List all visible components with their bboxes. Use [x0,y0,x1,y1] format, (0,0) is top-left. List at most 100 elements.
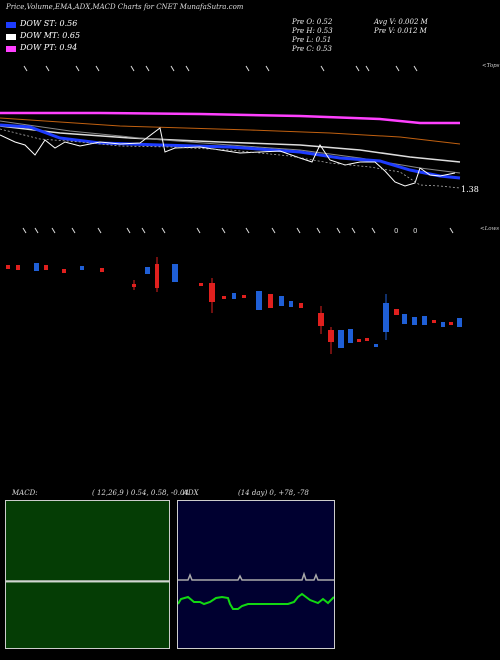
ohlc-volume: Pre V: 0.012 M [374,27,427,35]
lows-marker [296,227,301,234]
lows-marker [126,227,131,234]
candle [172,264,178,282]
candle [199,283,203,286]
lows-marker [271,227,276,234]
adx-title: ADX [183,489,199,497]
candle [357,339,361,342]
macd-title: MACD: [12,489,38,497]
candle [402,314,407,324]
candle [256,291,262,310]
lows-marker [336,227,341,234]
lows-marker [51,227,56,234]
candle [318,313,324,326]
lows-zero-label: 0 [394,227,398,235]
candle [132,284,136,287]
macd-panel [5,500,170,649]
candle [394,309,399,315]
lows-zero-label: 0 [413,227,417,235]
tops-marker [365,65,370,72]
candle [412,317,417,325]
candle [16,265,20,270]
candle [44,265,48,270]
candle [80,266,84,270]
lows-markers [22,227,454,234]
candle [232,293,236,299]
adx-params: (14 day) 0, +78, -78 [238,489,309,497]
adx-svg [178,571,334,610]
adx-plus-di-line [178,592,334,610]
legend-swatch-dow-st [6,22,16,28]
price-line-dashed [0,128,461,189]
candle [441,322,445,327]
candle [34,263,39,271]
tops-marker [23,65,28,72]
ohlc-close: Pre C: 0.53 [292,45,332,53]
ohlc-avg-volume: Avg V: 0.002 M [374,18,428,26]
ema-white-thick [0,125,461,163]
candles [6,257,462,354]
macd-svg [6,580,169,583]
lows-marker [34,227,39,234]
tops-marker [265,65,270,72]
legend-dow-mt: DOW MT: 0.65 [20,31,81,40]
candle [348,329,353,343]
candle [432,320,436,323]
candle [328,330,334,342]
tops-marker [145,65,150,72]
ohlc-high: Pre H: 0.53 [292,27,333,35]
tops-marker [395,65,400,72]
legend-swatch-dow-mt [6,34,16,40]
tops-marker [95,65,100,72]
ema-white-thin [0,120,461,174]
lows-marker [221,227,226,234]
candle [279,296,284,306]
lows-marker [316,227,321,234]
candle [383,303,389,332]
lows-marker [371,227,376,234]
lows-marker [97,227,102,234]
price-line [0,127,456,187]
candle [457,318,462,327]
ema-long-pink [0,111,460,125]
lows-marker [351,227,356,234]
lows-marker [196,227,201,234]
ema-orange [0,117,461,145]
candle [374,344,378,347]
legend-dow-pt: DOW PT: 0.94 [20,43,78,52]
tops-marker [320,65,325,72]
tops-marker [45,65,50,72]
lows-marker [245,227,250,234]
candle [268,294,273,308]
lows-marker [449,227,454,234]
candle [449,322,453,325]
price-label: 1.38 [461,185,479,194]
ohlc-open: Pre O: 0.52 [292,18,333,26]
adx-panel [177,500,335,649]
tops-markers [23,65,418,72]
lows-marker-label: <Lows [480,226,500,232]
adx-line [178,571,334,581]
candle [145,267,150,274]
lows-marker [141,227,146,234]
tops-marker [130,65,135,72]
tops-marker [413,65,418,72]
candle [6,265,10,269]
lows-marker [161,227,166,234]
candle [222,296,226,299]
candle [100,268,104,272]
candle [365,338,369,341]
legend-dow-st: DOW ST: 0.56 [20,19,78,28]
legend-swatch-dow-pt [6,46,16,52]
candle [62,269,66,273]
candle [289,301,293,307]
macd-params: ( 12,26,9 ) 0.54, 0.58, -0.04 [92,489,189,497]
tops-marker [75,65,80,72]
candle [242,295,246,298]
candle [299,303,303,308]
ohlc-low: Pre L: 0.51 [292,36,332,44]
candle [422,316,427,325]
lows-marker [71,227,76,234]
tops-marker [170,65,175,72]
tops-marker-label: <Tops [482,63,500,69]
